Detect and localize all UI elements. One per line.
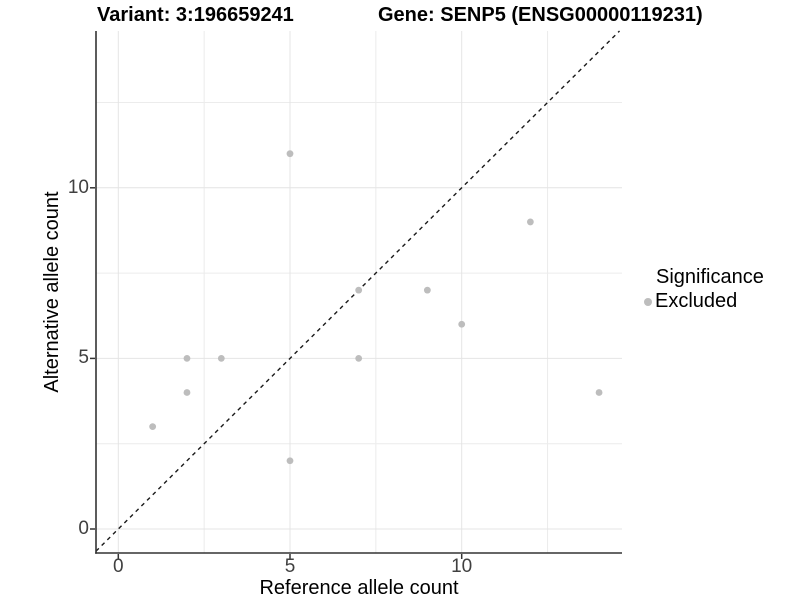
y-axis-title: Alternative allele count: [41, 191, 63, 393]
data-point: [595, 389, 603, 396]
legend-title: Significance: [656, 266, 764, 288]
y-tick-label: 5: [78, 347, 89, 369]
data-point: [149, 423, 157, 431]
legend-key-dot-icon: [644, 297, 652, 306]
y-tick-label: 0: [78, 518, 89, 539]
gene-title: Gene: SENP5 (ENSG00000119231): [378, 4, 703, 26]
data-point: [355, 286, 363, 294]
x-tick-label: 10: [451, 556, 473, 577]
data-point: [458, 320, 466, 328]
legend: Significance Excluded: [644, 266, 764, 313]
data-point: [355, 355, 363, 362]
x-tick-label: 5: [284, 556, 296, 577]
data-point: [286, 457, 294, 465]
data-point: [423, 286, 431, 294]
x-tick-label: 0: [113, 556, 124, 577]
data-point: [286, 150, 294, 158]
data-point: [183, 389, 191, 396]
legend-items: Excluded: [644, 290, 764, 313]
y-tick-label: 10: [67, 176, 89, 198]
variant-title: Variant: 3:196659241: [97, 4, 294, 26]
legend-item: Excluded: [644, 290, 764, 313]
x-axis-title: Reference allele count: [259, 577, 459, 599]
data-point: [217, 355, 225, 362]
data-point: [526, 218, 534, 226]
legend-item-label: Excluded: [655, 290, 738, 312]
data-point: [183, 355, 191, 362]
